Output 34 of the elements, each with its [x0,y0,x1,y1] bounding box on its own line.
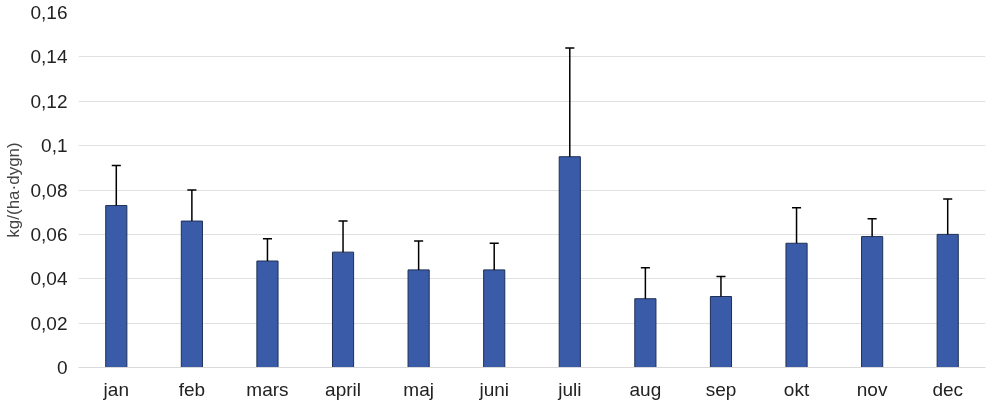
y-tick-label: 0,16 [30,2,68,23]
bar [407,269,430,368]
bar [634,298,657,368]
bar [709,296,733,368]
x-tick-label: maj [403,378,434,400]
y-tick-label: 0,02 [30,312,68,334]
y-tick-label: 0,08 [30,179,68,201]
bar [256,260,279,368]
y-tick-label: 0,1 [41,135,68,157]
bar [785,242,808,368]
x-tick-label: jan [102,378,129,400]
x-tick-label: aug [629,378,662,400]
x-tick-label: april [325,378,361,400]
x-tick-label: okt [783,378,810,400]
bar [936,233,959,368]
x-tick-label: juni [478,378,509,400]
y-tick-label: 0,04 [30,268,68,290]
x-tick-label: dec [932,378,964,400]
y-tick-label: 0,14 [30,46,68,68]
x-tick-label: juli [557,378,582,400]
bar [558,156,581,368]
y-tick-label: 0,12 [30,90,68,112]
y-tick-label: 0 [56,357,68,378]
bar [105,205,128,368]
bar [180,220,203,368]
bar [483,269,506,368]
x-tick-label: nov [856,378,888,400]
x-tick-label: mars [246,378,289,400]
x-tick-label: sep [705,378,737,400]
y-axis-title: kg/(ha·dygn) [3,142,23,238]
y-tick-label: 0,06 [30,223,68,245]
bar [331,251,355,368]
x-tick-label: feb [178,378,206,400]
bar [861,236,884,368]
